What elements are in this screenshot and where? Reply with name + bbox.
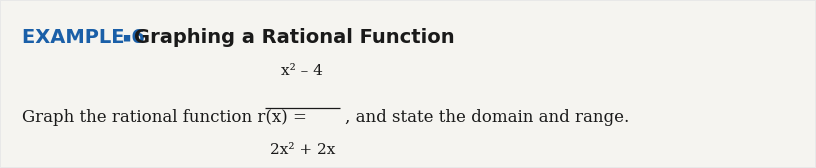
Text: Graphing a Rational Function: Graphing a Rational Function [134,28,455,47]
Text: EXAMPLE 6: EXAMPLE 6 [22,28,144,47]
Text: 2x² + 2x: 2x² + 2x [269,143,335,157]
Text: , and state the domain and range.: , and state the domain and range. [345,109,630,125]
Text: Graph the rational function r(x) =: Graph the rational function r(x) = [22,109,312,125]
Text: ◼: ◼ [122,33,130,43]
Text: x² – 4: x² – 4 [282,64,323,78]
